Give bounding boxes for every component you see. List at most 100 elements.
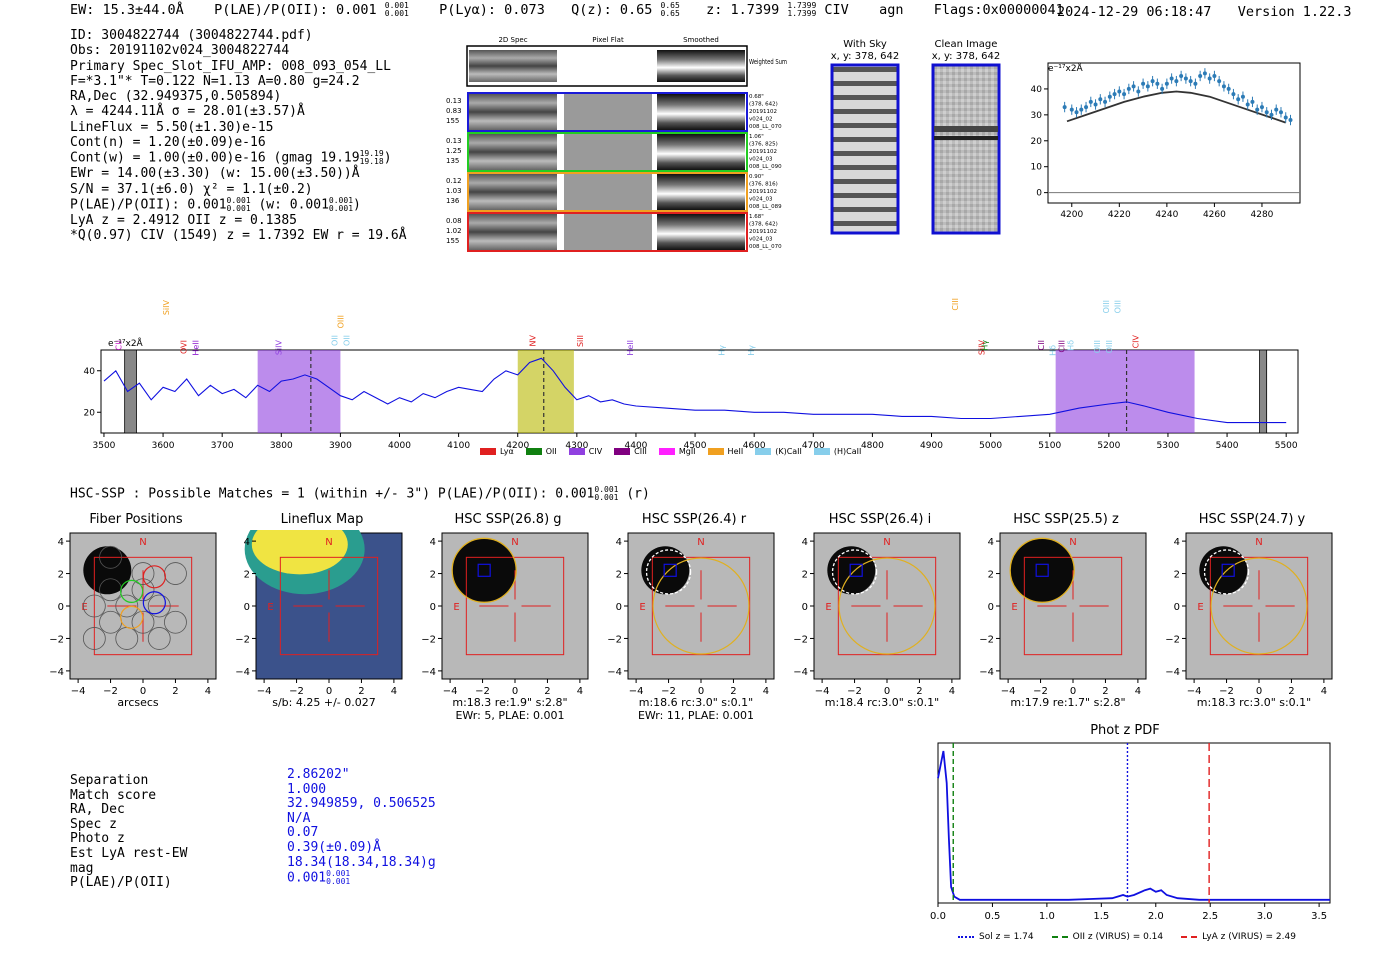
zoom-data-point <box>1088 99 1093 104</box>
fiber-smoothed <box>657 94 745 130</box>
cutout-y-tick-label: 2 <box>430 570 436 581</box>
cutout-y-tick-label: 0 <box>616 602 622 613</box>
match-marker <box>663 563 677 577</box>
fiber-row-left-text: 0.12 <box>446 177 462 185</box>
fiber-row-right-text: 20191102 <box>749 109 777 115</box>
fiber-smoothed <box>657 174 745 210</box>
spectrum-masked-band <box>124 349 137 434</box>
fiber-circle <box>99 545 122 569</box>
sky-panels: With Sky x, y: 378, 642 Clean Image x, y… <box>830 39 1001 235</box>
match-val-mag: 18.34(18.34,18.34)g <box>287 854 436 870</box>
cutout-x-tick-label: −4 <box>71 686 86 697</box>
spectrum-x-tick-label: 3800 <box>270 441 293 451</box>
spectrum-y-tick-label: 20 <box>84 408 96 418</box>
match-val-radec: 32.949859, 0.506525 <box>287 796 436 812</box>
legend-label: (H)CaII <box>833 447 862 456</box>
cutout-x-tick-label: 2 <box>544 686 550 697</box>
spectrum-line-label: SiIV <box>274 339 283 355</box>
cutout-y-tick-label: 0 <box>988 602 994 613</box>
cutout-y-tick-label: 2 <box>616 570 622 581</box>
source-blob <box>1199 546 1248 595</box>
spectrum-highlight-band <box>1055 350 1195 433</box>
spectrum-x-tick-label: 5400 <box>1216 441 1239 451</box>
catalog-ellipse <box>1203 549 1250 595</box>
cutout-panel: HSC SSP(26.4) r N E −4 −2 0 2 4 4 2 0 −2 −4 m:18.6 rc… <box>598 510 784 725</box>
info-contn: Cont(n) = 1.20(±0.09)e-16 <box>70 135 266 151</box>
header-plae-bounds: 0.001 0.001 <box>384 1 409 18</box>
spectrum-line-label: CIV <box>1131 334 1140 348</box>
cutout-panel: HSC SSP(26.8) g N E −4 −2 0 2 4 4 2 0 −2 −4 m:18.3 re… <box>412 510 598 725</box>
fiber-highlight-red <box>142 565 166 589</box>
match-val-specz: N/A <box>287 810 311 826</box>
spectrum-x-tick-label: 5500 <box>1275 441 1298 451</box>
spectrum-masked-band <box>1259 349 1268 434</box>
cutout-x-tick-label: 4 <box>1135 686 1141 697</box>
zoom-data-point <box>1288 118 1293 123</box>
cutout-y-tick-label: 4 <box>58 537 64 548</box>
fiber-circle <box>99 578 122 602</box>
spectrum-x-tick-label: 4200 <box>506 441 529 451</box>
cutout-x-tick-label: −2 <box>1033 686 1048 697</box>
with-sky-xy: x, y: 378, 642 <box>831 51 900 62</box>
spectrum-legend: Lyα OII CIV CIII MgII HeII (K)CaII (H)CaII <box>480 447 873 456</box>
cutout-x-tick-label: 0 <box>512 686 518 697</box>
zoom-data-point <box>1283 115 1288 120</box>
zoom-data-point <box>1141 81 1146 86</box>
legend-label: MgII <box>678 447 696 456</box>
legend-swatch <box>707 448 724 455</box>
fiber-row-right-text: v024_03 <box>749 197 773 203</box>
hsc-plae-bounds: 0.001 0.001 <box>594 485 619 502</box>
aperture-circle <box>838 557 936 655</box>
cutout-caption: m:18.6 rc:3.0" s:0.1" <box>638 696 754 709</box>
fiber-row-right-text: 20191102 <box>749 229 777 235</box>
cutout-title: Fiber Positions <box>89 512 183 527</box>
col-title-pixelflat: Pixel Flat <box>592 36 624 44</box>
spectrum-x-tick-label: 5300 <box>1157 441 1180 451</box>
fiber-row-frame <box>467 212 748 252</box>
legend-swatch <box>658 448 675 455</box>
info-sn: S/N = 37.1(±6.0) χ² = 1.1(±0.2) <box>70 181 313 197</box>
compass-north: N <box>883 537 890 548</box>
fiber-pixelflat <box>564 174 652 210</box>
zoom-data-point <box>1131 84 1136 89</box>
fiber-row-left-text: 136 <box>446 197 460 205</box>
catalog-ellipse <box>1009 537 1075 603</box>
cutout-y-tick-label: −4 <box>1165 667 1180 678</box>
cutout-title: HSC SSP(26.4) i <box>828 512 932 527</box>
fiber-row-left-text: 0.83 <box>446 107 462 115</box>
fiber-row-left-text: 1.03 <box>446 187 462 195</box>
fiber-2dspec <box>469 134 557 170</box>
info-lineflux: LineFlux = 5.50(±1.30)e-15 <box>70 119 274 135</box>
fiber-pixelflat <box>564 214 652 250</box>
legend-swatch <box>813 448 830 455</box>
fiber-row-right-text: 0.90" <box>749 174 764 180</box>
fiber-row-right-text: 20191102 <box>749 149 777 155</box>
zoom-data-point <box>1221 84 1226 89</box>
spectrum-line-label: OIII <box>1093 340 1102 353</box>
source-blob <box>1010 538 1075 603</box>
match-marker <box>477 563 491 577</box>
compass-north: N <box>1255 537 1262 548</box>
lineflux-peak <box>251 530 348 575</box>
spectrum-legend-item: Lyα <box>480 447 514 456</box>
spectrum-x-tick-label: 4500 <box>684 441 707 451</box>
cutout-caption: m:18.3 re:1.9" s:2.8" <box>452 696 568 709</box>
cutout-x-tick-label: −2 <box>475 686 490 697</box>
cutout-y-tick-label: −2 <box>979 634 994 645</box>
header-bar: EW: 15.3±44.0Å P(LAE)/P(OII): 0.001 0.00… <box>70 1 1064 19</box>
source-blob <box>827 546 876 595</box>
cutout-title: Lineflux Map <box>280 512 364 527</box>
zoom-data-point <box>1245 102 1250 107</box>
spectrum-line-label: HeII <box>192 340 201 356</box>
match-label-plae: P(LAE)/P(OII) <box>70 875 172 891</box>
legend-swatch <box>525 448 542 455</box>
cutout-y-tick-label: 0 <box>244 602 250 613</box>
compass-east: E <box>81 602 87 613</box>
spectrum-highlight-band <box>257 350 341 433</box>
cutout-y-tick-label: −4 <box>235 667 250 678</box>
match-label-photoz: Photo z <box>70 831 125 847</box>
catalog-ellipse <box>831 549 878 595</box>
compass-east: E <box>639 602 645 613</box>
cutout-x-tick-label: 2 <box>358 686 364 697</box>
compass-east: E <box>1197 602 1203 613</box>
